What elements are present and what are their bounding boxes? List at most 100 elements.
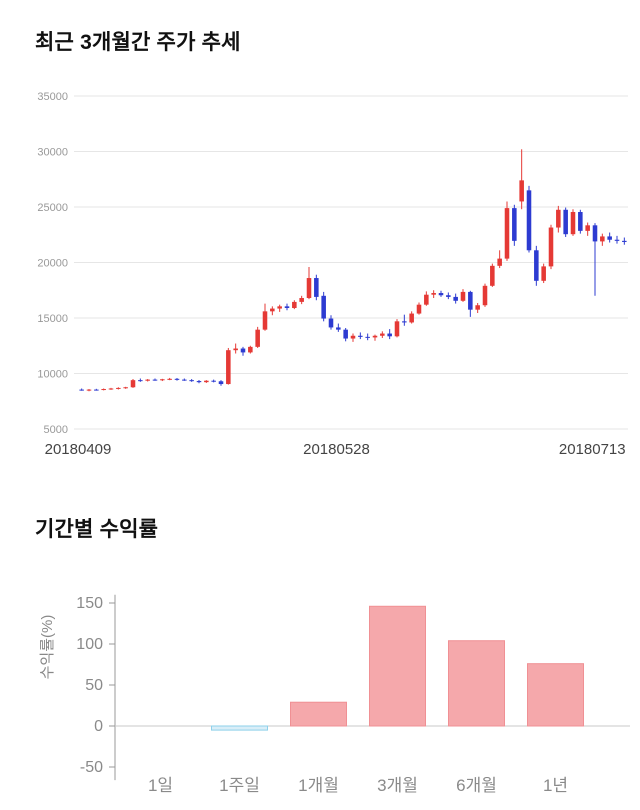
return-bar: [369, 605, 426, 727]
x-tick-label: 1년: [543, 776, 568, 795]
y-tick-label: 10000: [37, 369, 68, 381]
x-tick-label: 6개월: [456, 776, 497, 795]
candle-body: [622, 240, 627, 242]
x-tick-label: 3개월: [377, 776, 418, 795]
candle-body: [424, 294, 429, 305]
candle-body: [600, 236, 605, 242]
candle-body: [328, 318, 334, 328]
y-tick-label: 15000: [37, 313, 68, 325]
candle-body: [475, 305, 480, 310]
x-tick-label: 1일: [148, 776, 173, 795]
candle-body: [306, 278, 312, 299]
candle-body: [387, 333, 392, 337]
candle-body: [416, 304, 422, 314]
y-axis-title: 수익률(%): [39, 614, 56, 680]
candle-body: [350, 335, 356, 339]
candle-body: [292, 301, 297, 309]
y-tick-label: 150: [76, 595, 103, 612]
candle-body: [563, 209, 568, 235]
candle-body: [358, 335, 363, 337]
candle-body: [490, 265, 495, 286]
candle-body: [570, 211, 576, 235]
candle-body: [314, 278, 319, 297]
candle-body: [592, 225, 598, 242]
candle-body: [534, 250, 539, 281]
candle-body: [152, 379, 158, 381]
y-tick-label: 35000: [37, 91, 68, 103]
candle-body: [248, 346, 253, 353]
returns-bar-chart: -50 0 50 100 150 1일 1주일 1개월 3개월 6개월 1년: [76, 594, 630, 795]
candle-body: [189, 380, 194, 382]
candle-body: [255, 329, 260, 347]
candle-body: [138, 380, 143, 382]
candle-body: [431, 293, 436, 295]
candle-body: [160, 379, 165, 381]
candle-body: [270, 308, 275, 312]
candle-body: [101, 389, 106, 391]
candle-body: [372, 335, 378, 338]
candle-body: [145, 379, 150, 381]
candle-body: [504, 208, 510, 259]
candle-body: [380, 333, 385, 336]
candle-body: [585, 225, 590, 231]
candle-body: [130, 380, 136, 388]
candle-body: [182, 379, 187, 381]
candle-body: [468, 291, 473, 310]
candle-body: [482, 285, 488, 306]
y-tick-label: 50: [85, 677, 103, 694]
candle-body: [108, 388, 114, 390]
candle-body: [607, 236, 612, 240]
candle-body: [409, 313, 414, 323]
candle-body: [116, 387, 121, 389]
candle-body: [343, 329, 348, 339]
candle-body: [512, 208, 517, 241]
candle-body: [438, 293, 444, 296]
candle-body: [262, 311, 268, 330]
candle-body: [460, 291, 466, 301]
candle-body: [284, 306, 290, 309]
y-tick-label: 25000: [37, 202, 68, 214]
candle-body: [497, 258, 502, 266]
price-chart-title: 최근 3개월간 주가 추세: [35, 31, 241, 54]
y-tick-label: 20000: [37, 258, 68, 270]
candle-body: [578, 211, 583, 231]
candle-body: [211, 380, 216, 382]
x-tick-label: 20180409: [45, 441, 112, 458]
candle-body: [519, 180, 524, 202]
candle-body: [94, 389, 99, 391]
candle-body: [196, 381, 202, 383]
candle-body: [614, 239, 620, 241]
x-tick-label: 1주일: [219, 776, 260, 795]
candle-body: [240, 348, 246, 353]
return-bar: [448, 640, 505, 727]
candle-body: [277, 306, 282, 309]
candle-body: [226, 350, 231, 385]
y-tick-label: -50: [80, 759, 103, 776]
return-bar: [211, 725, 268, 731]
candle-body: [233, 348, 238, 351]
candle-body: [526, 190, 532, 251]
candle-body: [446, 295, 451, 297]
candle-body: [79, 389, 84, 391]
y-tick-label: 0: [94, 718, 103, 735]
candle-body: [556, 209, 561, 228]
x-tick-label: 1개월: [298, 776, 339, 795]
candle-body: [541, 266, 546, 281]
candlestick-chart: 5000 10000 15000 20000 25000 30000 35000 201804…: [37, 91, 628, 458]
candle-body: [394, 321, 400, 337]
candle-body: [167, 378, 172, 380]
candle-body: [321, 295, 326, 319]
candle-body: [86, 389, 92, 391]
candle-body: [123, 387, 128, 389]
candle-body: [548, 227, 554, 267]
returns-chart-title: 기간별 수익률: [35, 518, 159, 541]
y-tick-label: 5000: [44, 424, 68, 436]
candle-body: [336, 327, 341, 330]
returns-chart: 수익률(%) -50 0 50 100 150 1일 1주일 1개월 3개월 6개월 1년: [0, 553, 640, 801]
return-bar: [290, 701, 347, 727]
candle-body: [174, 378, 180, 380]
candle-body: [299, 298, 304, 302]
candle-body: [453, 296, 458, 301]
y-tick-label: 30000: [37, 147, 68, 159]
